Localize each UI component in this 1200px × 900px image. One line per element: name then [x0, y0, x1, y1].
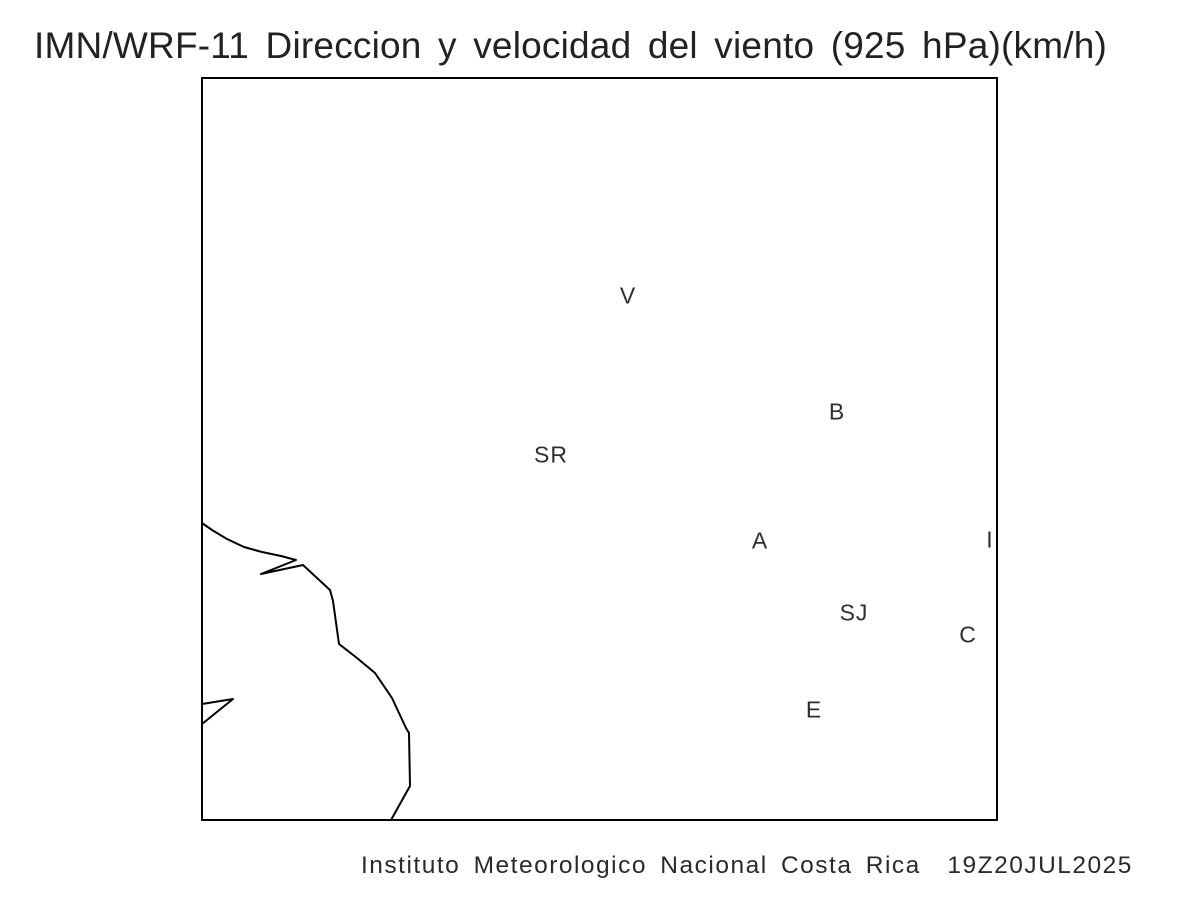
station-label-i: I [986, 526, 994, 553]
station-label-sj: SJ [839, 599, 869, 626]
station-label-c: C [959, 621, 977, 648]
station-label-a: A [751, 527, 769, 554]
chart-title: IMN/WRF-11 Direccion y velocidad del vie… [34, 25, 1108, 66]
station-label-b: B [828, 398, 846, 425]
station-label-v: V [619, 282, 637, 309]
map-frame [201, 77, 998, 821]
station-label-sr: SR [534, 441, 568, 468]
station-label-e: E [805, 696, 823, 723]
footer-caption: Instituto Meteorologico Nacional Costa R… [361, 852, 1133, 879]
